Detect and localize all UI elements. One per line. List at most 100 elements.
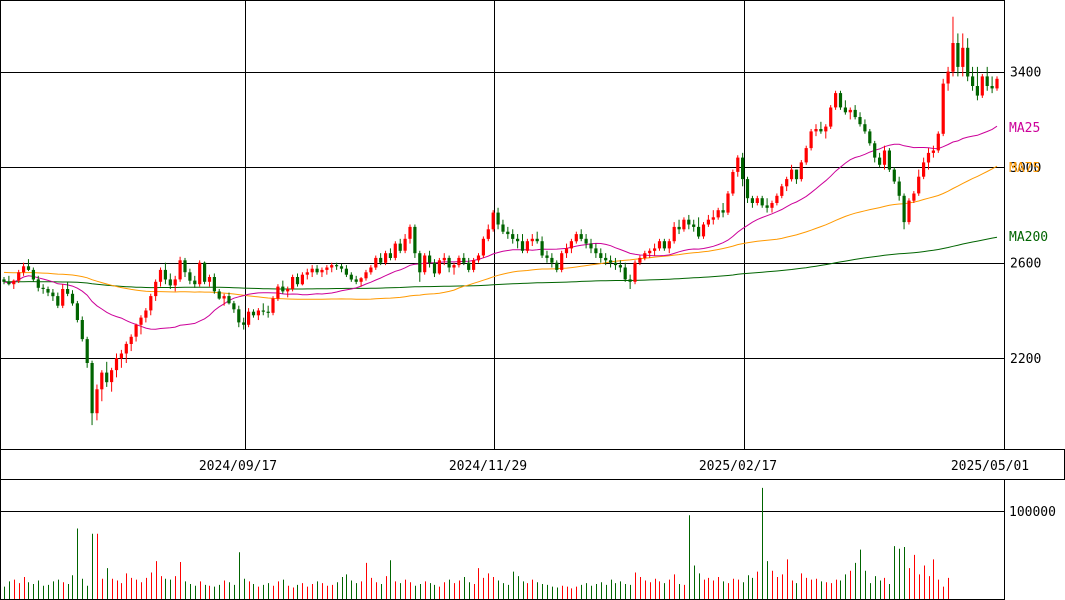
candle-body (369, 267, 373, 273)
candle-body (687, 219, 691, 225)
candle-body (721, 210, 725, 213)
candle-body (613, 262, 618, 266)
candle-body (560, 253, 564, 270)
ma75-line (3, 165, 998, 300)
candle-body (310, 268, 314, 273)
candle-body (491, 212, 495, 230)
candle-body (56, 296, 60, 306)
candle-body (154, 281, 158, 297)
candle-body (520, 241, 525, 251)
candle-body (907, 200, 911, 223)
candle-body (110, 370, 114, 383)
candle-body (281, 286, 285, 292)
candle-body (418, 253, 422, 273)
candle-body (432, 262, 437, 274)
candle-body (726, 193, 730, 213)
candle-body (760, 198, 764, 206)
candle-body (589, 243, 593, 249)
candle-body (535, 238, 539, 242)
candle-body (946, 71, 950, 84)
candle-body (261, 310, 265, 312)
volume-tick-label: 100000 (1009, 505, 1056, 520)
candle-body (300, 274, 304, 285)
candle-body (70, 293, 75, 304)
candle-body (716, 210, 720, 218)
candle-body (863, 124, 867, 132)
candle-body (305, 272, 309, 275)
candle-body (486, 229, 490, 239)
candle-body (829, 107, 833, 127)
candle-body (966, 47, 970, 77)
candle-body (168, 279, 172, 286)
candle-body (119, 353, 123, 359)
candle-body (897, 181, 901, 196)
candle-body (770, 203, 774, 208)
candle-body (975, 86, 979, 96)
candle-body (878, 157, 882, 165)
candle-body (46, 289, 50, 293)
candle-body (271, 298, 275, 313)
date-tick-label: 2025/05/01 (951, 459, 1029, 474)
candle-body (144, 310, 148, 318)
candle-body (804, 148, 808, 163)
candle-body (574, 234, 578, 242)
candle-body (623, 267, 627, 280)
candle-body (51, 292, 55, 297)
candle-body (403, 238, 407, 251)
candle-body (462, 257, 466, 263)
candle-body (838, 93, 843, 108)
candle-body (61, 289, 65, 306)
candle-body (892, 169, 896, 182)
candle-body (222, 296, 226, 299)
candle-body (105, 372, 109, 383)
candle-body (662, 241, 666, 249)
candle-body (917, 176, 921, 194)
candle-body (295, 277, 300, 285)
candle-body (569, 241, 573, 249)
candle-body (388, 253, 392, 258)
candle-body (354, 279, 358, 282)
candle-body (320, 269, 324, 273)
candle-body (379, 257, 383, 263)
candle-body (398, 243, 402, 251)
candle-body (31, 269, 35, 280)
candle-body (604, 257, 608, 261)
date-strip-frame (0, 449, 1065, 480)
candle-body (961, 47, 965, 67)
candle-body (476, 255, 481, 261)
candle-body (90, 363, 94, 414)
candle-body (325, 267, 329, 270)
candle-body (799, 162, 803, 180)
candle-body (750, 198, 754, 203)
candle-body (643, 253, 647, 258)
candle-body (237, 309, 241, 323)
candle-body (912, 193, 916, 201)
ma-legend-label: MA200 (1009, 230, 1048, 245)
candle-body (66, 289, 70, 294)
candle-body (511, 234, 515, 239)
candle-body (785, 179, 789, 187)
date-tick-label: 2024/11/29 (449, 459, 527, 474)
ma-legend-label: MA75 (1009, 161, 1040, 176)
candle-body (882, 150, 887, 165)
candle-body (17, 272, 21, 281)
candle-body (941, 83, 945, 134)
candle-body (339, 266, 344, 269)
candle-body (741, 157, 745, 180)
candle-body (129, 336, 133, 344)
ma-legend-label: MA25 (1009, 121, 1040, 136)
candle-body (755, 198, 759, 203)
candle-body (173, 279, 177, 286)
candle-body (579, 234, 583, 239)
candle-body (922, 162, 926, 177)
candle-body (330, 265, 334, 268)
axis-labels: 3400 3000 2600 2200 MA25 MA75 MA200 2024/09/17 2… (199, 66, 1056, 520)
candle-body (731, 172, 735, 194)
candle-body (384, 253, 388, 263)
candle-body (413, 226, 417, 254)
candle-body (100, 372, 104, 390)
candle-body (711, 217, 715, 220)
candle-body (472, 260, 476, 270)
candle-body (437, 260, 441, 274)
